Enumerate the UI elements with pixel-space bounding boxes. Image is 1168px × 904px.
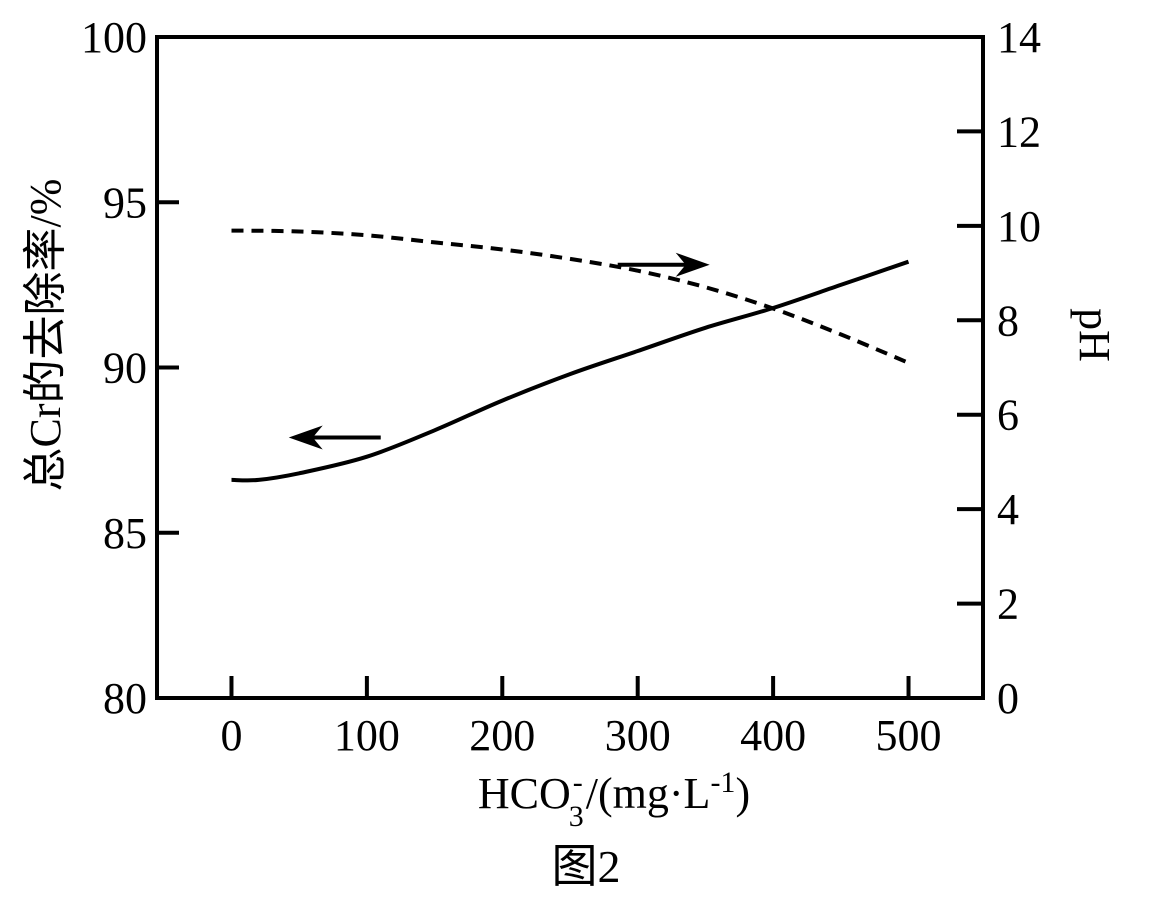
x-tick-label: 400 [740, 711, 806, 760]
y-left-tick-label: 100 [81, 13, 147, 62]
x-axis-title: HCO-3/(mg·L-1) [478, 766, 750, 833]
figure-caption: 图2 [552, 841, 621, 892]
x-tick-label: 300 [605, 711, 671, 760]
x-tick-label: 200 [469, 711, 535, 760]
series-layer [231, 228, 910, 483]
y-left-tick-label: 80 [103, 674, 147, 723]
y-right-tick-label: 2 [997, 580, 1019, 629]
y-right-tick-label: 12 [997, 107, 1041, 156]
x-tick-label: 0 [220, 711, 242, 760]
removal-rate-line [231, 259, 910, 483]
y-left-tick-label: 90 [103, 344, 147, 393]
y-right-tick-label: 8 [997, 296, 1019, 345]
y-right-axis-title: pH [1070, 308, 1119, 362]
left-axis-arrow-head [288, 425, 323, 450]
ph-line [231, 228, 910, 365]
x-axis-ticks: 0 100 200 300 400 500 [220, 676, 942, 760]
y-right-tick-label: 10 [997, 202, 1041, 251]
y-right-axis-ticks: 0 2 4 6 8 10 12 14 [957, 13, 1041, 723]
y-right-tick-label: 0 [997, 674, 1019, 723]
y-right-tick-label: 14 [997, 13, 1041, 62]
right-axis-arrow-head [675, 252, 710, 277]
y-right-tick-label: 6 [997, 391, 1019, 440]
x-tick-label: 500 [876, 711, 942, 760]
x-tick-label: 100 [334, 711, 400, 760]
y-left-tick-label: 85 [103, 509, 147, 558]
y-left-tick-label: 95 [103, 178, 147, 227]
plot-frame [155, 35, 985, 700]
y-right-tick-label: 4 [997, 485, 1019, 534]
y-left-axis-ticks: 80 85 90 95 100 [81, 13, 179, 723]
plot-border [155, 35, 985, 700]
y-left-axis-title: 总Cr的去除率/% [21, 179, 70, 492]
